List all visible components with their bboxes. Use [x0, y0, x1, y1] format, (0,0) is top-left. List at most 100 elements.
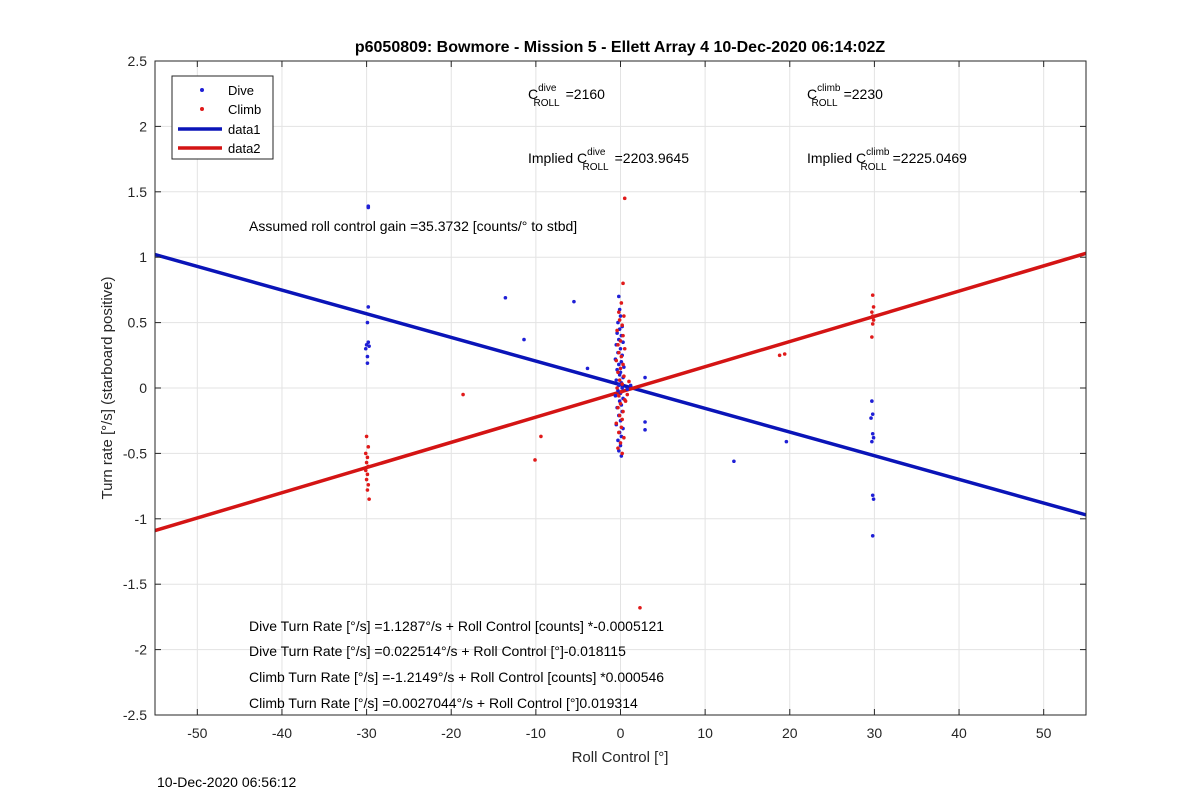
point-dive [585, 366, 590, 371]
point-climb [617, 318, 622, 322]
point-dive [871, 497, 876, 501]
point-climb [363, 468, 368, 473]
point-climb [870, 293, 875, 297]
equation-climb-counts: Climb Turn Rate [°/s] =-1.2149°/s + Roll… [249, 669, 664, 685]
point-climb [638, 605, 642, 610]
x-tick-label: -10 [526, 725, 546, 741]
point-dive [871, 435, 876, 440]
point-climb [363, 451, 368, 456]
point-climb [777, 353, 782, 358]
point-dive [613, 394, 618, 398]
point-dive [870, 412, 875, 416]
point-climb [871, 305, 876, 309]
point-dive [870, 439, 874, 444]
point-climb [617, 394, 621, 398]
x-tick-label: 20 [782, 725, 798, 741]
point-dive [522, 337, 526, 342]
legend-climb-marker [200, 107, 204, 111]
y-tick-label: -2.5 [123, 707, 147, 723]
point-climb [617, 350, 621, 355]
equation-dive-counts: Dive Turn Rate [°/s] =1.1287°/s + Roll C… [249, 618, 664, 634]
point-climb [617, 413, 622, 418]
point-climb [782, 352, 787, 356]
point-dive [572, 299, 576, 304]
y-tick-label: -1.5 [123, 576, 147, 592]
point-dive [784, 439, 789, 444]
point-dive [870, 399, 874, 403]
point-dive [869, 416, 873, 420]
x-axis: -50 -40 -30 -20 -10 0 10 20 30 40 50 [187, 61, 1052, 741]
point-climb [625, 392, 630, 397]
legend-box [171, 75, 274, 160]
point-dive [617, 383, 621, 388]
point-climb [621, 362, 625, 367]
point-climb [533, 458, 537, 462]
y-tick-label: 1 [139, 249, 147, 265]
point-climb [871, 318, 876, 322]
footer-timestamp: 10-Dec-2020 06:56:12 [157, 774, 297, 790]
point-dive [620, 386, 624, 390]
point-climb [619, 301, 624, 305]
point-climb [622, 196, 627, 201]
point-climb [364, 460, 369, 465]
point-dive [732, 459, 736, 464]
point-climb [366, 445, 371, 449]
point-climb [870, 335, 874, 339]
point-dive [366, 340, 371, 345]
c-dive-annotation: Cdive ROLL=2160 [528, 83, 605, 109]
point-dive [870, 431, 875, 436]
point-climb [615, 328, 619, 333]
point-climb [614, 358, 619, 363]
legend-dive-marker [200, 88, 204, 92]
point-climb [618, 441, 623, 445]
point-dive [614, 378, 619, 382]
x-tick-label: 10 [697, 725, 713, 741]
equation-dive-degrees: Dive Turn Rate [°/s] =0.022514°/s + Roll… [249, 643, 626, 659]
point-dive [870, 493, 875, 498]
y-axis: -2.5 -2 -1.5 -1 -0.5 0 0.5 1 1.5 2 2.5 [123, 53, 1086, 723]
point-climb [366, 464, 371, 469]
fit-line-data1 [154, 252, 1087, 517]
y-tick-label: -0.5 [123, 445, 147, 461]
legend-climb-label: Climb [228, 102, 261, 117]
point-climb [620, 417, 624, 422]
point-dive [870, 534, 875, 538]
y-tick-label: 2.5 [128, 53, 148, 69]
x-tick-label: -50 [187, 725, 207, 741]
point-dive [616, 320, 620, 325]
point-climb [621, 281, 625, 286]
point-climb [616, 405, 620, 410]
implied-c-dive-annotation: Implied Cdive ROLL=2203.9645 [528, 147, 689, 173]
point-climb [620, 382, 624, 386]
point-dive [366, 305, 371, 309]
point-dive [617, 373, 622, 377]
point-climb [619, 390, 624, 394]
x-tick-label: 50 [1036, 725, 1052, 741]
point-climb [621, 333, 625, 338]
point-dive [625, 387, 630, 392]
implied-c-climb-annotation: Implied Cclimb ROLL=2225.0469 [807, 147, 967, 173]
point-climb [618, 339, 623, 343]
point-dive [618, 314, 623, 318]
point-climb [364, 477, 369, 482]
legend: Dive Climb data1 data2 [171, 75, 274, 160]
point-climb [461, 392, 465, 397]
c-climb-annotation: Cclimb ROLL=2230 [807, 83, 883, 109]
data-points [363, 196, 876, 610]
point-climb [616, 446, 620, 450]
point-climb [870, 310, 874, 314]
point-climb [539, 434, 543, 439]
point-climb [616, 343, 620, 347]
point-climb [619, 425, 624, 430]
point-climb [620, 323, 624, 328]
point-climb [622, 314, 626, 318]
x-tick-label: -30 [356, 725, 376, 741]
point-climb [870, 322, 875, 326]
point-climb [618, 366, 623, 371]
point-climb [615, 386, 619, 390]
point-dive [365, 320, 370, 325]
y-tick-label: -2 [135, 642, 148, 658]
point-climb [623, 399, 628, 403]
point-climb [365, 488, 370, 492]
point-climb [621, 409, 625, 414]
